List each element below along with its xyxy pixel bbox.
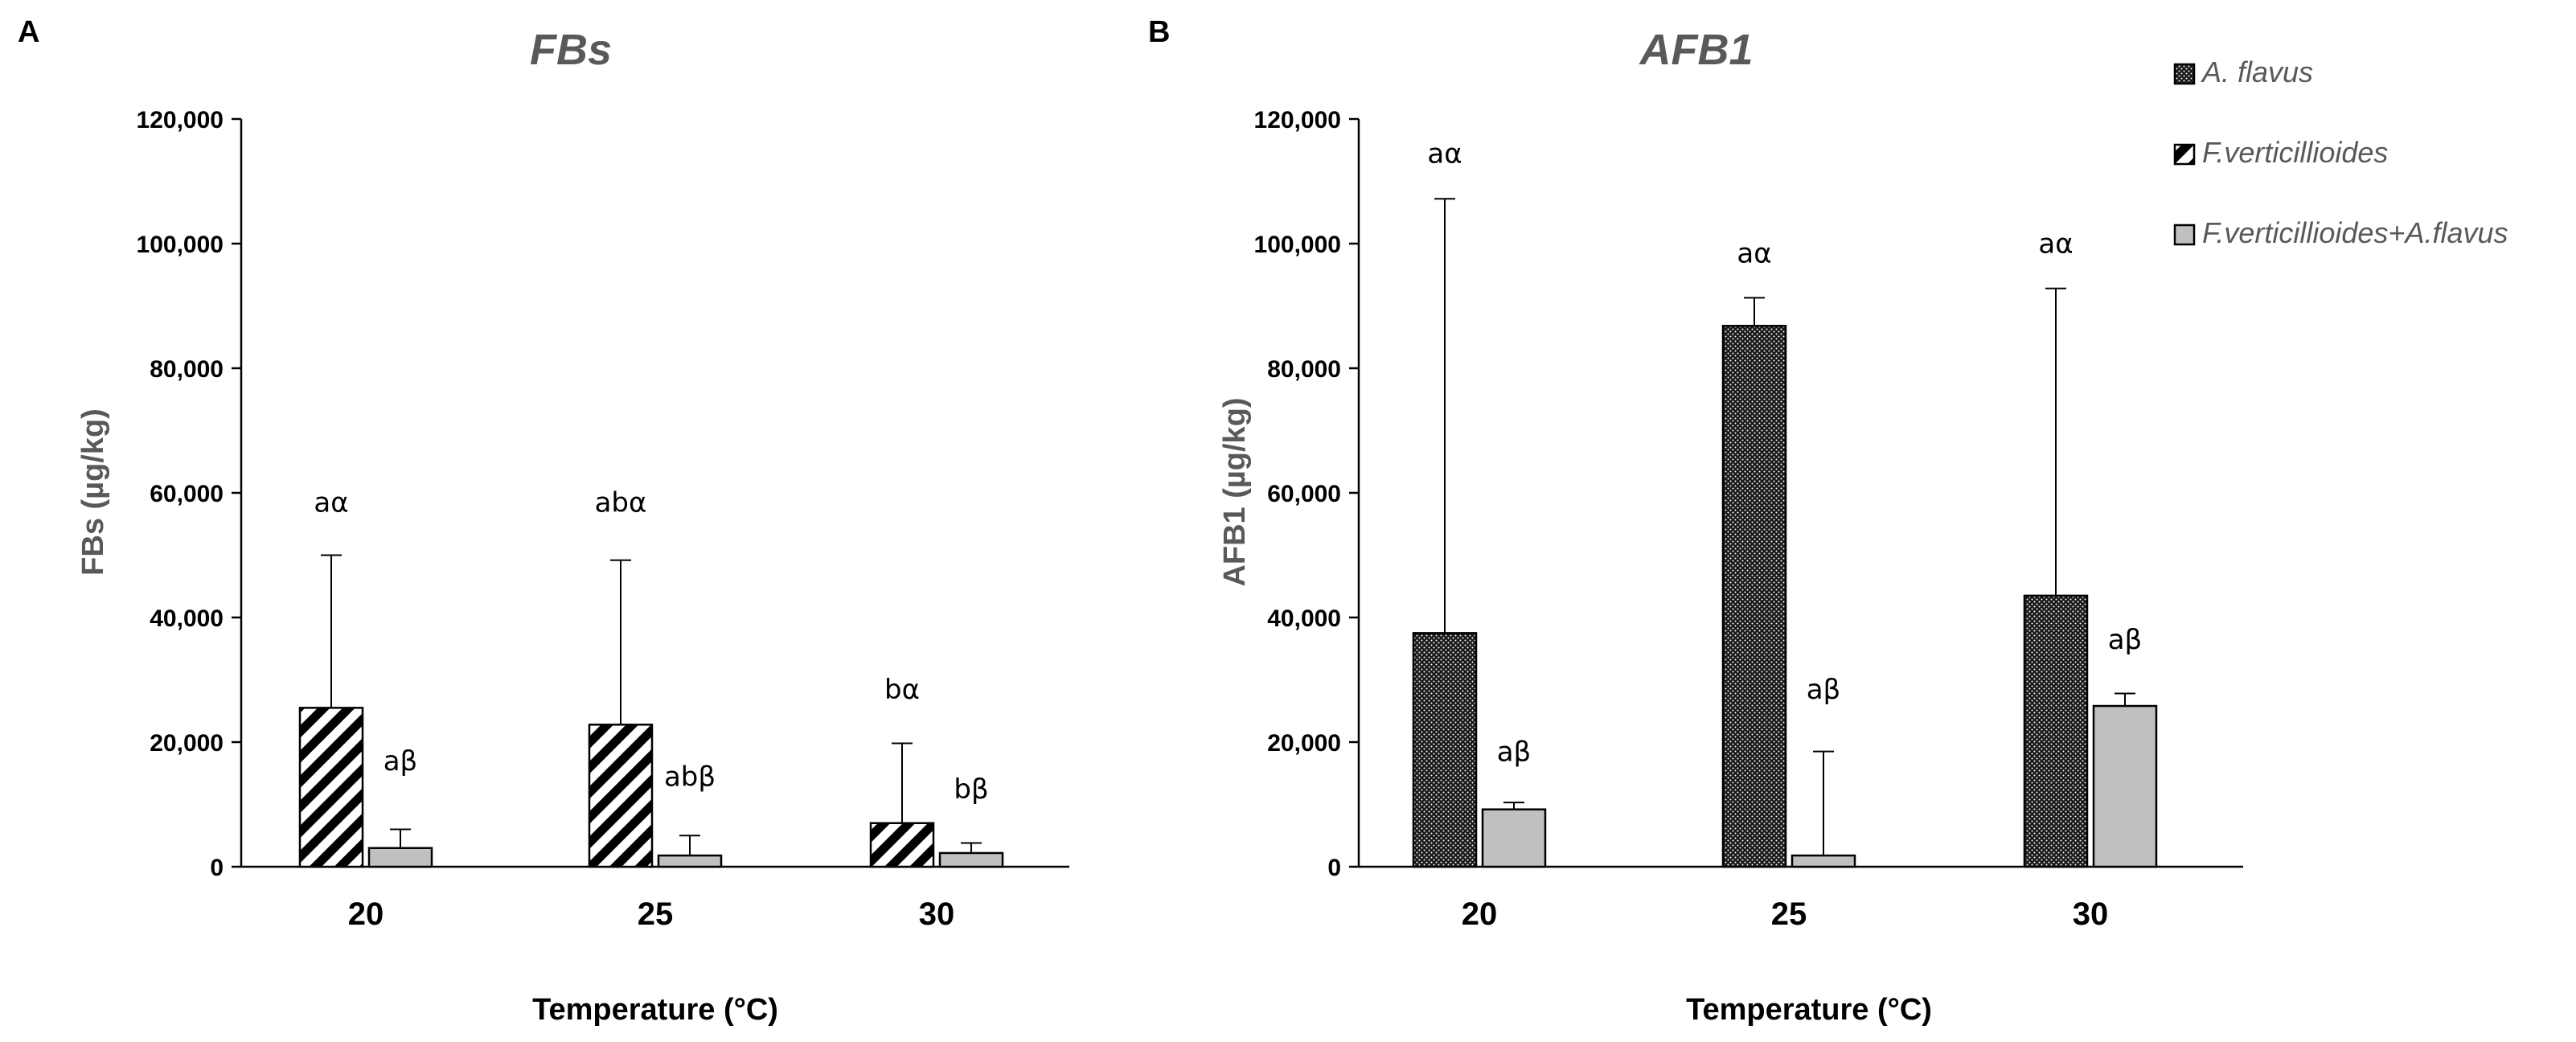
y-tick-label: 0 — [1327, 855, 1341, 881]
significance-label: aβ — [2108, 624, 2143, 656]
significance-label: bα — [884, 674, 920, 706]
bar — [657, 854, 723, 868]
y-tick-label: 60,000 — [1267, 481, 1341, 507]
y-tick-label: 100,000 — [137, 232, 224, 258]
y-tick-label: 80,000 — [1267, 356, 1341, 383]
significance-label: aβ — [1497, 736, 1532, 768]
bar — [588, 724, 654, 868]
y-tick-label: 80,000 — [150, 356, 224, 383]
x-tick-label: 30 — [2073, 896, 2109, 932]
bar — [1721, 325, 1787, 868]
y-tick-label: 100,000 — [1254, 232, 1341, 258]
significance-label: bβ — [954, 773, 988, 806]
bar — [1481, 808, 1547, 868]
y-tick-label: 20,000 — [150, 730, 224, 757]
x-axis-label-b: Temperature (°C) — [1686, 993, 1932, 1027]
x-tick-label: 20 — [348, 896, 384, 932]
y-axis-label-a: FBs (µg/kg) — [76, 408, 110, 576]
bar — [367, 847, 433, 868]
y-axis-label-b: AFB1 (µg/kg) — [1218, 397, 1252, 586]
x-tick-label: 25 — [1771, 896, 1807, 932]
y-tick-label: 120,000 — [1254, 107, 1341, 133]
y-tick-label: 40,000 — [1267, 605, 1341, 632]
panel-a: A FBs FBs (µg/kg) Temperature (°C) 0 20,0… — [18, 15, 1069, 1027]
bar — [1412, 632, 1478, 868]
bar — [2023, 594, 2089, 868]
x-axis-label-a: Temperature (°C) — [532, 993, 778, 1027]
significance-label: aα — [2038, 228, 2073, 260]
panel-b: B AFB1 AFB1 (µg/kg) Temperature (°C) 0 20… — [1148, 15, 2243, 1027]
y-tick-label: 120,000 — [137, 107, 224, 133]
x-tick-label: 30 — [919, 896, 955, 932]
legend-swatch — [2173, 63, 2196, 85]
significance-label: aβ — [384, 745, 418, 777]
significance-label: aα — [1427, 137, 1462, 170]
significance-label: aα — [1737, 237, 1771, 269]
bar — [2092, 704, 2158, 868]
legend-swatch — [2173, 143, 2196, 166]
y-tick-label: 40,000 — [150, 605, 224, 632]
bar — [869, 822, 935, 868]
significance-label: aβ — [1807, 674, 1841, 706]
panel-letter-b: B — [1148, 15, 1170, 49]
chart-title-a: FBs — [530, 26, 612, 74]
legend: A. flavus F.verticillioides F.verticillioi… — [2173, 55, 2508, 249]
chart-title-b: AFB1 — [1638, 26, 1753, 74]
y-tick-label: 60,000 — [150, 481, 224, 507]
bar — [298, 707, 364, 868]
bars-a: aα aβ abα abβ bα bβ — [298, 486, 1004, 868]
y-tick-label: 20,000 — [1267, 730, 1341, 757]
y-tick-label: 0 — [210, 855, 224, 881]
significance-label: abα — [595, 486, 647, 519]
x-tick-label: 25 — [638, 896, 674, 932]
significance-label: aα — [314, 486, 348, 519]
bar — [1790, 854, 1856, 868]
bars-b: aα aβ aα aβ aα aβ — [1412, 137, 2158, 868]
panel-letter-a: A — [18, 15, 39, 49]
axes-b: 0 20,000 40,000 60,000 80,000 100,000 120,000 2… — [1254, 107, 2243, 932]
bar — [938, 851, 1004, 868]
axes-a: 0 20,000 40,000 60,000 80,000 100,000 120,000 2… — [137, 107, 1069, 932]
legend-label: A. flavus — [2201, 55, 2313, 88]
significance-label: abβ — [664, 761, 716, 793]
x-tick-label: 20 — [1462, 896, 1498, 932]
legend-label: F.verticillioides+A.flavus — [2202, 216, 2508, 249]
legend-label: F.verticillioides — [2202, 136, 2388, 169]
legend-swatch — [2173, 224, 2196, 246]
